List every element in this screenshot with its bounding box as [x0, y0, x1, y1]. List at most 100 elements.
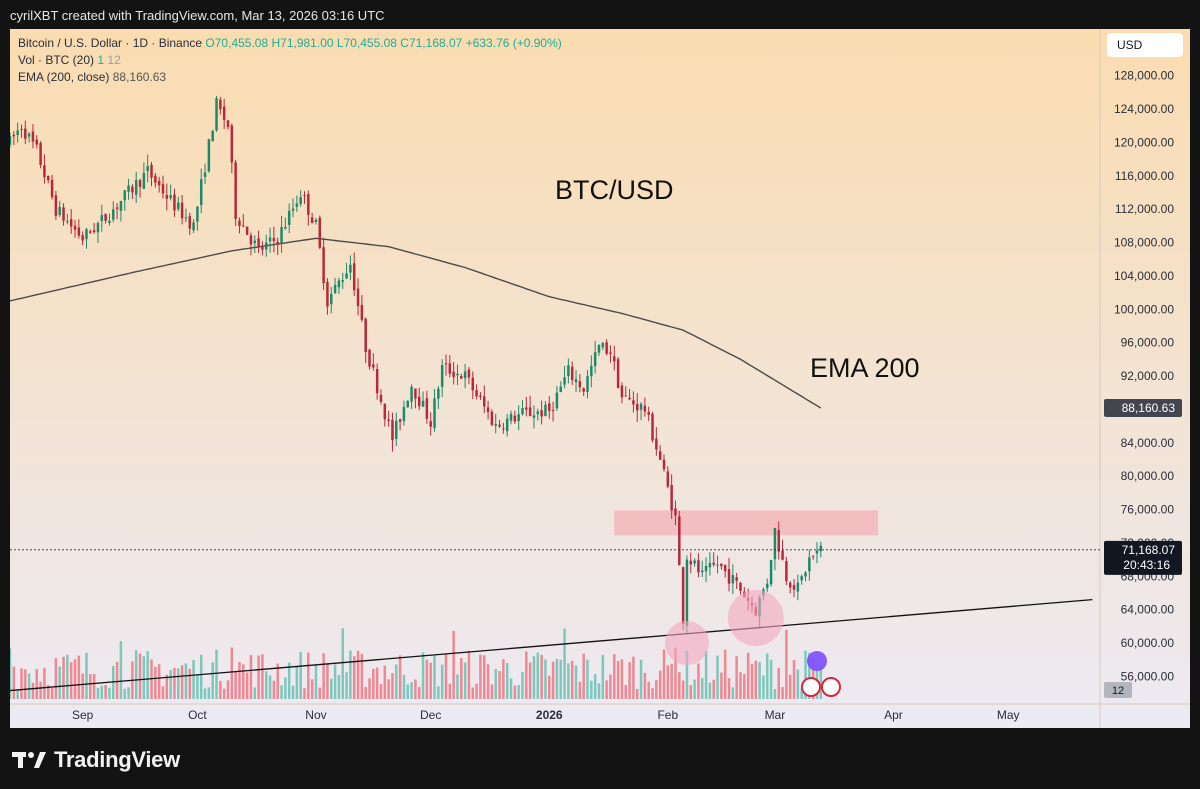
candle-body [104, 213, 107, 221]
volume-bar [460, 658, 463, 699]
x-tick-label: Apr [884, 708, 903, 722]
candle-body [544, 404, 547, 417]
volume-bar [104, 685, 107, 699]
candle-body [815, 550, 819, 554]
candle-body [12, 134, 16, 137]
volume-bar [253, 687, 257, 699]
volume-bar [276, 663, 279, 699]
x-tick-label: May [997, 708, 1020, 722]
volume-bar [788, 674, 792, 699]
volume-bar [10, 648, 12, 699]
candle-body [567, 365, 570, 377]
volume-bar [532, 656, 536, 699]
candle-body [81, 235, 84, 241]
candle-body [24, 128, 27, 139]
volume-bar [605, 680, 608, 699]
candle-body [215, 98, 218, 131]
candle-body [345, 273, 348, 279]
volume-bar [678, 672, 681, 699]
candle-body [609, 352, 612, 354]
candle-body [712, 562, 715, 565]
legend-ema-label: EMA (200, close) [18, 70, 110, 84]
legend-high: H71,981.00 [271, 36, 334, 50]
candle-body [77, 227, 81, 236]
volume-bar [368, 678, 371, 699]
volume-bar [720, 672, 723, 699]
candle-body [651, 413, 654, 441]
candle-body [555, 392, 559, 409]
volume-bar [406, 684, 409, 699]
candle-body [440, 364, 444, 387]
candle-body [92, 230, 96, 233]
volume-bar [337, 674, 341, 699]
volume-bar [356, 650, 360, 699]
candle-body [796, 582, 800, 592]
candle-body [448, 363, 452, 374]
candle-body [134, 180, 138, 195]
volume-bar [291, 685, 295, 699]
candle-body [349, 264, 352, 273]
candle-body [670, 484, 673, 511]
candle-body [364, 318, 367, 352]
volume-bar [723, 649, 727, 699]
volume-bar [177, 668, 180, 699]
us-flag-event-icon[interactable] [800, 677, 821, 697]
currency-selector[interactable]: USD [1107, 33, 1183, 57]
candle-body [207, 139, 211, 172]
candle-body [307, 194, 310, 215]
candle-body [85, 229, 88, 240]
volume-bar [180, 665, 184, 699]
candle-body [161, 184, 165, 194]
volume-bar [230, 647, 234, 699]
volume-bar [173, 667, 176, 699]
volume-bar [456, 674, 459, 699]
volume-bar [681, 680, 685, 699]
legend-ema-value: 88,160.63 [112, 70, 167, 84]
candle-body [58, 206, 61, 215]
volume-bar [81, 673, 84, 699]
us-flag-event-icon[interactable] [820, 677, 841, 697]
candle-body [96, 223, 100, 233]
legend-low: L70,455.08 [336, 36, 397, 50]
event-lightning-icon[interactable] [806, 651, 827, 671]
candle-body [697, 560, 700, 573]
volume-bar [410, 682, 413, 699]
candle-body [318, 217, 322, 248]
volume-bar [215, 649, 218, 699]
candle-body [574, 379, 578, 383]
volume-bar [192, 659, 195, 699]
candle-body [10, 136, 12, 145]
annotation-btcusd: BTC/USD [555, 175, 674, 205]
candle-body [199, 179, 203, 206]
candle-body [257, 238, 260, 247]
volume-bar [115, 661, 119, 699]
candle-body [330, 293, 333, 305]
y-tick-label: 116,000.00 [1115, 169, 1174, 183]
volume-bar [375, 667, 379, 699]
candle-body [360, 305, 364, 320]
volume-bar [716, 655, 719, 699]
candle-body [739, 582, 742, 591]
price-chart[interactable]: 128,000.00 124,000.00 120,000.00 116,000.00… [10, 29, 1190, 728]
y-tick-label: 60,000.00 [1121, 636, 1175, 650]
candle-body [291, 208, 295, 211]
candle-countdown-label: 20:43:16 [1123, 558, 1170, 572]
candle-body [605, 342, 608, 354]
candle-body [632, 400, 635, 405]
volume-bar [808, 652, 811, 699]
candle-body [586, 376, 589, 393]
candle-body [112, 209, 115, 220]
candle-body [502, 428, 505, 430]
candle-body [222, 106, 226, 120]
volume-bar [433, 655, 436, 699]
x-tick-label: Mar [765, 708, 786, 722]
volume-bar [280, 685, 283, 699]
candle-body [89, 231, 92, 233]
volume-bar [735, 656, 738, 699]
volume-bar [712, 679, 715, 699]
candle-body [681, 567, 685, 625]
volume-bar [632, 656, 635, 699]
resistance-zone [614, 510, 879, 536]
candle-body [613, 356, 616, 362]
volume-bar [314, 664, 318, 699]
